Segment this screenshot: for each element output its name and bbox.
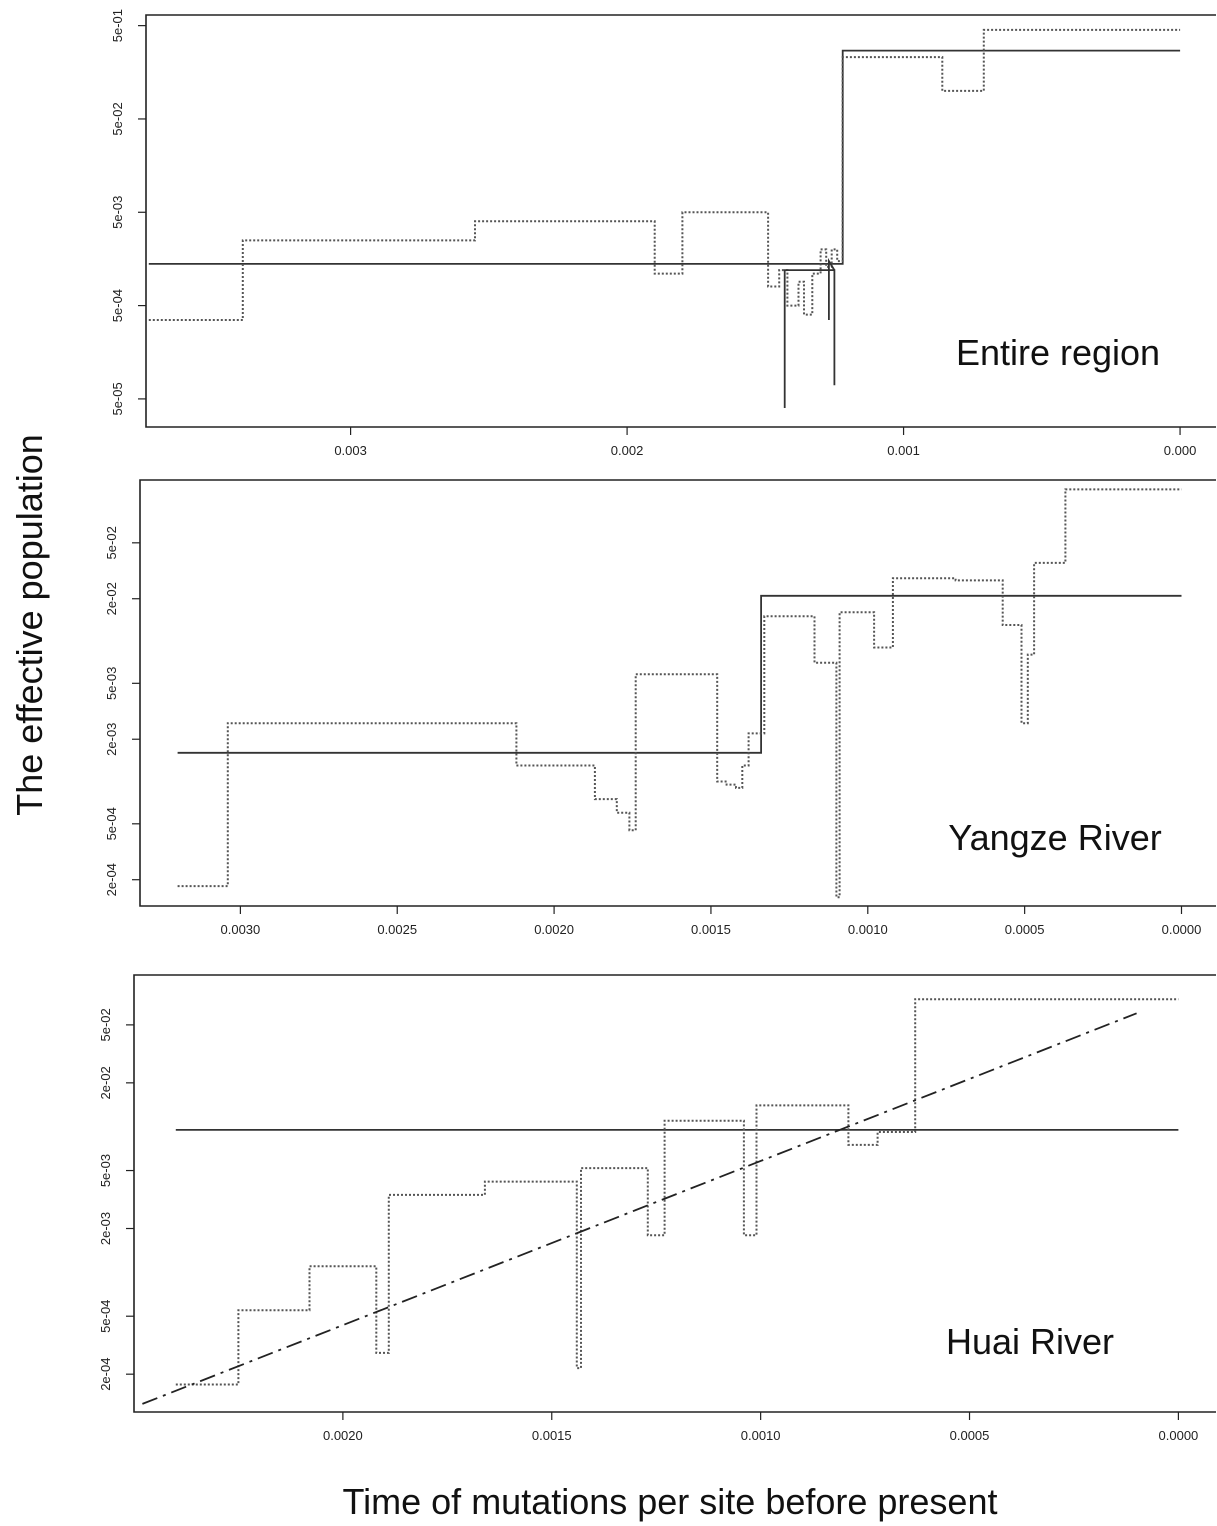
x-tick-label: 0.0010: [848, 922, 888, 937]
plot-frame: [139, 479, 1216, 907]
panel-label: Entire region: [956, 332, 1160, 373]
y-tick-label: 2e-02: [98, 1066, 113, 1099]
panel-2: 0.0030 0.0025 0.0020 0.0015 0.0010 0.0005 0.00…: [104, 479, 1216, 937]
x-tick-label: 0.0025: [377, 922, 417, 937]
y-tick-label: 5e-02: [104, 526, 119, 559]
plot-frame: [133, 974, 1216, 1413]
x-tick-label: 0.0005: [950, 1428, 990, 1443]
panel-label: Yangze River: [948, 817, 1161, 858]
x-tick-label: 0.0005: [1005, 922, 1045, 937]
series-line-dashdot-3: [142, 1012, 1137, 1405]
y-tick-label: 5e-04: [110, 289, 125, 322]
x-tick-label: 0.003: [334, 443, 367, 458]
x-tick-label: 0.0015: [691, 922, 731, 937]
y-tick-label: 5e-03: [104, 667, 119, 700]
x-tick-label: 0.002: [611, 443, 644, 458]
panel-label: Huai River: [946, 1321, 1114, 1362]
x-tick-label: 0.0000: [1162, 922, 1202, 937]
y-tick-label: 2e-02: [104, 582, 119, 615]
y-tick-label: 5e-04: [104, 807, 119, 840]
series-line-dotted-2: [175, 998, 1179, 1386]
x-tick-label: 0.000: [1164, 443, 1197, 458]
y-tick-label: 2e-03: [98, 1212, 113, 1245]
x-axis-title: Time of mutations per site before presen…: [343, 1481, 998, 1522]
panel-3: 0.0020 0.0015 0.0010 0.0005 0.0000 2e-04 5e-04…: [98, 974, 1216, 1443]
y-tick-label: 2e-04: [98, 1358, 113, 1391]
y-tick-label: 2e-03: [104, 723, 119, 756]
y-tick-label: 5e-03: [110, 196, 125, 229]
y-tick-label: 5e-05: [110, 382, 125, 415]
plot-frame: [145, 14, 1216, 428]
x-tick-label: 0.0015: [532, 1428, 572, 1443]
y-tick-label: 5e-03: [98, 1154, 113, 1187]
y-tick-label: 5e-02: [110, 102, 125, 135]
y-axis-title: The effective population: [9, 434, 50, 816]
x-tick-label: 0.0030: [221, 922, 261, 937]
panel-1: 0.003 0.002 0.001 0.000 5e-05 5e-04 5e-03 5e-02…: [110, 9, 1216, 458]
series-line-dotted-2: [148, 28, 1181, 321]
y-tick-label: 5e-02: [98, 1008, 113, 1041]
chart-panels: 0.003 0.002 0.001 0.000 5e-05 5e-04 5e-03 5e-02…: [98, 9, 1216, 1443]
series-line-dotted-2: [177, 488, 1182, 899]
series-line-solid-3: [783, 257, 836, 408]
x-tick-label: 0.0020: [534, 922, 574, 937]
x-tick-label: 0.0000: [1159, 1428, 1199, 1443]
x-tick-label: 0.001: [887, 443, 920, 458]
x-tick-label: 0.0010: [741, 1428, 781, 1443]
series-line-solid-1: [148, 49, 1181, 265]
y-tick-label: 5e-04: [98, 1300, 113, 1333]
y-tick-label: 2e-04: [104, 863, 119, 896]
series-line-solid-1: [177, 594, 1182, 754]
x-tick-label: 0.0020: [323, 1428, 363, 1443]
y-tick-label: 5e-01: [110, 9, 125, 42]
